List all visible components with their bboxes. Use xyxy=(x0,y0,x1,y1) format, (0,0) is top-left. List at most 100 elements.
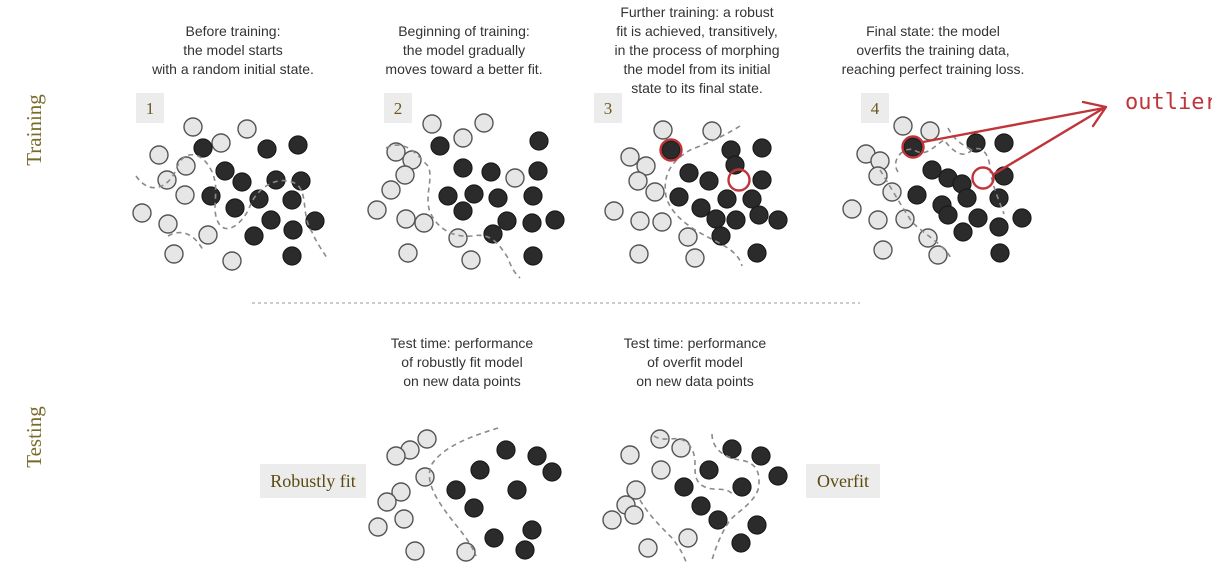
dark-data-point xyxy=(201,186,221,206)
dark-data-point xyxy=(470,460,490,480)
dark-data-point xyxy=(706,209,726,229)
light-data-point xyxy=(386,446,406,466)
boundary-panel-1 xyxy=(135,153,329,261)
dark-data-point xyxy=(244,226,264,246)
panel-3-caption: Further training: a robust fit is achiev… xyxy=(615,4,780,96)
dark-data-point xyxy=(749,205,769,225)
light-data-point xyxy=(396,209,416,229)
boundary-panel-1b xyxy=(167,231,205,253)
caption-line: moves toward a better fit. xyxy=(385,61,542,77)
dark-data-point xyxy=(742,189,762,209)
light-data-point xyxy=(868,210,888,230)
light-data-point xyxy=(474,113,494,133)
testing-label: Testing xyxy=(22,406,46,468)
tag-label: Robustly fit xyxy=(270,471,356,491)
badge-3: 3 xyxy=(594,93,622,123)
panel-4-caption: Final state: the model overfits the trai… xyxy=(842,23,1025,77)
light-data-point xyxy=(629,244,649,264)
light-data-point xyxy=(630,211,650,231)
light-data-point xyxy=(157,170,177,190)
dark-data-point xyxy=(903,137,923,157)
boundary-panel-3 xyxy=(664,125,743,267)
caption-line: of robustly fit model xyxy=(401,354,522,370)
light-data-point xyxy=(415,467,435,487)
light-data-point xyxy=(367,200,387,220)
badge-4: 4 xyxy=(861,93,889,123)
dark-data-point xyxy=(938,205,958,225)
caption-line: on new data points xyxy=(636,373,754,389)
light-data-point xyxy=(868,166,888,186)
caption-line: Further training: a robust xyxy=(620,4,773,20)
light-data-point xyxy=(198,225,218,245)
light-data-point xyxy=(158,214,178,234)
dark-data-point xyxy=(257,139,277,159)
light-data-point xyxy=(918,228,938,248)
light-data-point xyxy=(702,121,722,141)
robust-test-caption: Test time: performance of robustly fit m… xyxy=(391,335,534,389)
dark-data-point xyxy=(752,138,772,158)
boundary-overfit-b xyxy=(711,433,760,561)
dark-data-point xyxy=(953,222,973,242)
dark-data-point xyxy=(661,140,681,160)
caption-line: reaching perfect training loss. xyxy=(842,61,1025,77)
dark-data-point xyxy=(215,161,235,181)
light-data-point xyxy=(368,517,388,537)
caption-line: with a random initial state. xyxy=(151,61,314,77)
dark-data-point xyxy=(717,189,737,209)
caption-line: Final state: the model xyxy=(866,23,1000,39)
light-data-point xyxy=(920,121,940,141)
overfit-test-caption: Test time: performance of overfit model … xyxy=(624,335,767,389)
dark-data-point xyxy=(747,243,767,263)
badge-number: 4 xyxy=(871,99,880,118)
light-data-point xyxy=(678,528,698,548)
dark-data-point xyxy=(430,136,450,156)
dark-data-point xyxy=(232,172,252,192)
dark-data-point xyxy=(523,186,543,206)
boundary-panel-4c xyxy=(879,169,953,261)
light-data-point xyxy=(422,114,442,134)
light-data-point xyxy=(620,445,640,465)
light-data-point xyxy=(381,180,401,200)
dark-data-point xyxy=(752,170,772,190)
badge-number: 2 xyxy=(394,99,403,118)
dark-data-point xyxy=(699,460,719,480)
caption-line: the model from its initial xyxy=(623,61,770,77)
panel-2-points xyxy=(367,113,565,270)
light-data-point xyxy=(211,133,231,153)
light-data-point xyxy=(448,228,468,248)
light-data-point xyxy=(638,538,658,558)
outlier-ring xyxy=(659,138,683,162)
panel-1-points xyxy=(132,117,325,271)
light-data-point xyxy=(149,145,169,165)
dark-data-point xyxy=(545,210,565,230)
dark-data-point xyxy=(464,498,484,518)
dark-data-point xyxy=(527,446,547,466)
dark-data-point xyxy=(691,198,711,218)
light-data-point xyxy=(624,505,644,525)
light-data-point xyxy=(895,209,915,229)
badge-2: 2 xyxy=(384,93,412,123)
dark-data-point xyxy=(453,158,473,178)
dark-data-point xyxy=(768,466,788,486)
outlier-ring xyxy=(901,135,925,159)
dark-data-point xyxy=(966,133,986,153)
dark-data-point xyxy=(722,439,742,459)
overfit-tag: Overfit xyxy=(806,464,880,498)
light-data-point xyxy=(417,429,437,449)
dark-data-point xyxy=(708,510,728,530)
dark-data-point xyxy=(522,520,542,540)
dark-data-point xyxy=(288,135,308,155)
caption-line: state to its final state. xyxy=(631,80,763,96)
caption-line: in the process of morphing xyxy=(615,42,780,58)
panel-1-caption: Before training: the model starts with a… xyxy=(151,23,314,77)
dark-data-point xyxy=(726,210,746,230)
light-data-point xyxy=(842,199,862,219)
robustly-fit-tag: Robustly fit xyxy=(260,464,366,498)
panel-4-points xyxy=(842,116,1032,265)
light-data-point xyxy=(414,213,434,233)
dark-data-point xyxy=(989,188,1009,208)
light-data-point xyxy=(391,482,411,502)
caption-line: Beginning of training: xyxy=(398,23,530,39)
light-data-point xyxy=(653,120,673,140)
training-label: Training xyxy=(22,94,46,166)
